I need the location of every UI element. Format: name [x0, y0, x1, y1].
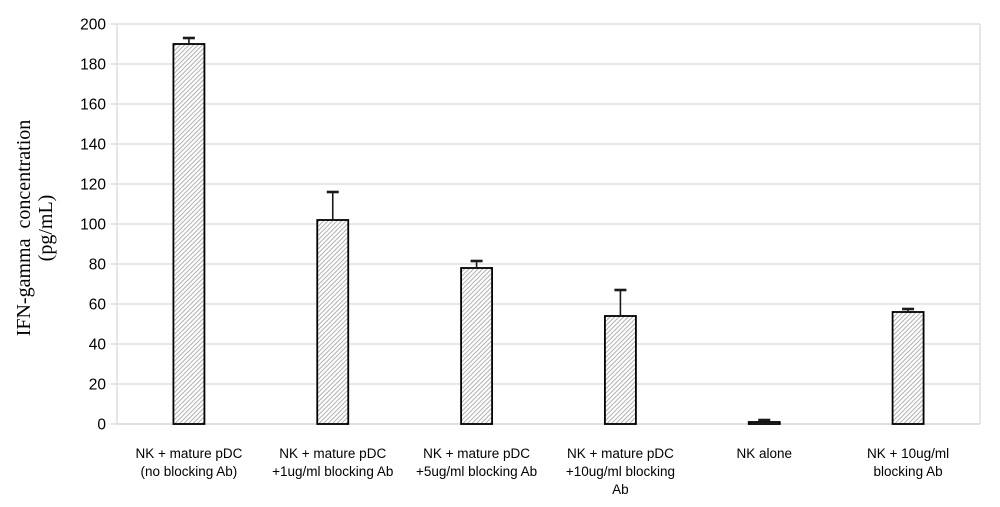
bar	[747, 421, 781, 425]
bar	[316, 219, 350, 425]
error-bars-group	[182, 36, 915, 422]
y-tick-label: 60	[89, 297, 107, 314]
bars-group	[172, 43, 925, 425]
y-axis-tick-labels: 0 20 40 60 80 100 120 140 160 180 200	[80, 17, 106, 434]
bar	[460, 267, 493, 425]
axes	[111, 23, 981, 425]
x-axis-category-labels: NK + mature pDC (no blocking Ab) NK + matu…	[135, 446, 949, 497]
x-category-label: NK alone	[736, 446, 792, 461]
y-tick-label: 100	[80, 217, 106, 234]
y-tick-label: 20	[89, 377, 107, 394]
y-tick-label: 140	[80, 137, 106, 154]
y-tick-label: 180	[80, 57, 106, 74]
gridlines	[117, 23, 980, 425]
y-axis-title: IFN-gamma concentration (pg/mL)	[13, 120, 57, 337]
x-category-label: NK + mature pDC +1ug/ml blocking Ab	[272, 446, 393, 479]
y-axis-title-line1: IFN-gamma concentration	[13, 120, 35, 337]
x-category-label: NK + mature pDC +10ug/ml blocking Ab	[566, 446, 675, 497]
x-category-label: NK + mature pDC +5ug/ml blocking Ab	[416, 446, 537, 479]
x-category-label: NK + mature pDC (no blocking Ab)	[135, 446, 242, 479]
y-tick-label: 80	[89, 257, 107, 274]
y-tick-label: 40	[89, 337, 107, 354]
y-tick-label: 200	[80, 17, 106, 34]
bar	[891, 311, 925, 425]
bar	[604, 315, 637, 425]
y-tick-label: 0	[97, 417, 106, 434]
y-axis-title-line2: (pg/mL)	[35, 195, 57, 262]
x-category-label: NK + 10ug/ml blocking Ab	[867, 446, 949, 479]
y-tick-label: 120	[80, 177, 106, 194]
bar	[172, 43, 206, 425]
y-tick-label: 160	[80, 97, 106, 114]
